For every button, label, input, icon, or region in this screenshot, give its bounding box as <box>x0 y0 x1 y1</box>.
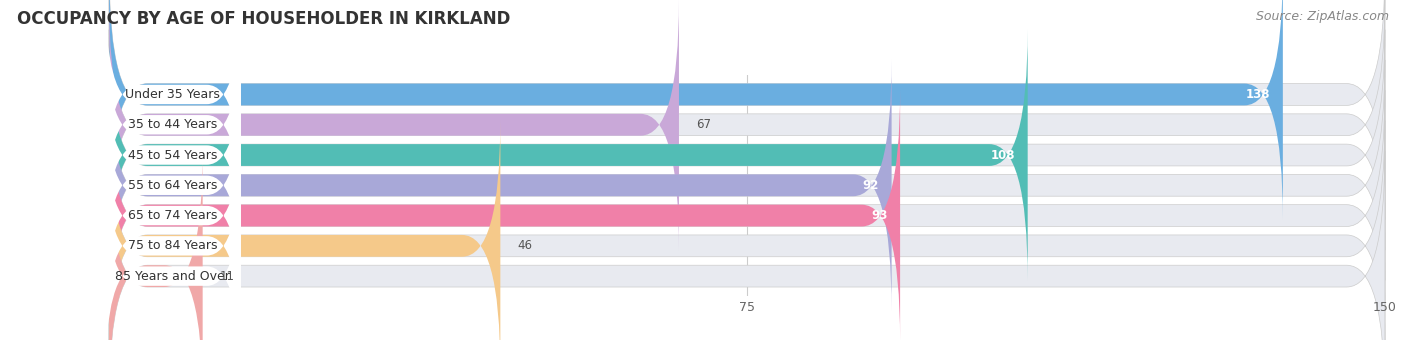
Text: 55 to 64 Years: 55 to 64 Years <box>128 179 218 192</box>
FancyBboxPatch shape <box>110 0 679 250</box>
FancyBboxPatch shape <box>110 0 1385 220</box>
FancyBboxPatch shape <box>105 74 240 297</box>
Text: 46: 46 <box>517 239 533 252</box>
Text: 138: 138 <box>1246 88 1270 101</box>
FancyBboxPatch shape <box>110 0 1282 220</box>
Text: 11: 11 <box>219 270 235 283</box>
Text: Under 35 Years: Under 35 Years <box>125 88 221 101</box>
FancyBboxPatch shape <box>110 0 1385 250</box>
FancyBboxPatch shape <box>105 104 240 327</box>
FancyBboxPatch shape <box>110 151 1385 340</box>
Text: 35 to 44 Years: 35 to 44 Years <box>128 118 218 131</box>
FancyBboxPatch shape <box>110 90 900 340</box>
FancyBboxPatch shape <box>110 90 1385 340</box>
Text: Source: ZipAtlas.com: Source: ZipAtlas.com <box>1256 10 1389 23</box>
Text: 75 to 84 Years: 75 to 84 Years <box>128 239 218 252</box>
FancyBboxPatch shape <box>110 120 501 340</box>
Text: 93: 93 <box>870 209 887 222</box>
FancyBboxPatch shape <box>105 0 240 206</box>
FancyBboxPatch shape <box>105 134 240 340</box>
Text: OCCUPANCY BY AGE OF HOUSEHOLDER IN KIRKLAND: OCCUPANCY BY AGE OF HOUSEHOLDER IN KIRKL… <box>17 10 510 28</box>
FancyBboxPatch shape <box>110 30 1028 280</box>
Text: 85 Years and Over: 85 Years and Over <box>115 270 231 283</box>
FancyBboxPatch shape <box>105 13 240 236</box>
FancyBboxPatch shape <box>110 151 202 340</box>
FancyBboxPatch shape <box>105 165 240 340</box>
FancyBboxPatch shape <box>110 60 1385 311</box>
FancyBboxPatch shape <box>105 44 240 267</box>
Text: 45 to 54 Years: 45 to 54 Years <box>128 149 218 162</box>
Text: 65 to 74 Years: 65 to 74 Years <box>128 209 218 222</box>
Text: 108: 108 <box>990 149 1015 162</box>
Text: 92: 92 <box>862 179 879 192</box>
FancyBboxPatch shape <box>110 60 891 311</box>
FancyBboxPatch shape <box>110 120 1385 340</box>
Text: 67: 67 <box>696 118 711 131</box>
FancyBboxPatch shape <box>110 30 1385 280</box>
